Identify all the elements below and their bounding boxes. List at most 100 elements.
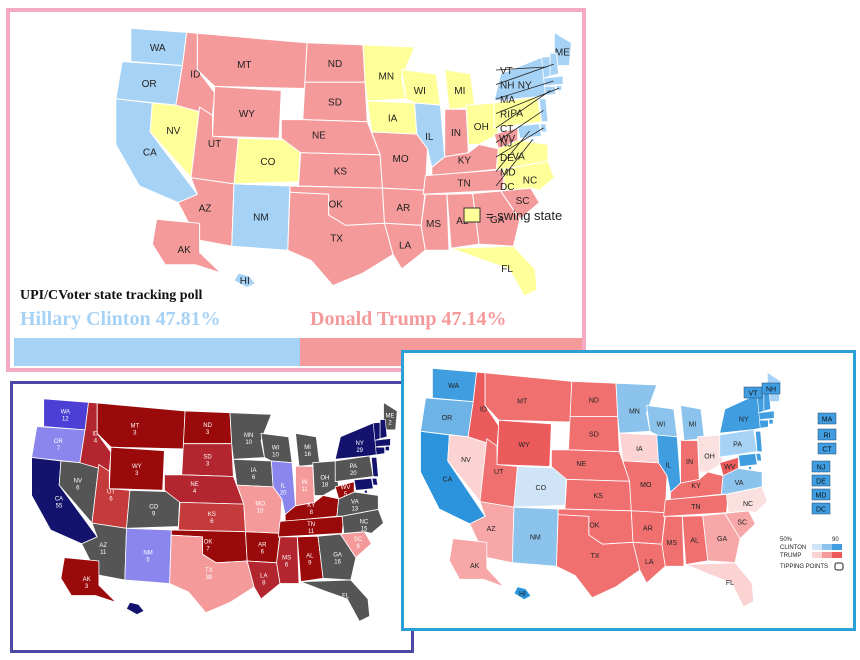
fc-box-label-ma: MA [822, 417, 833, 424]
ev-state-code: OR [54, 439, 64, 445]
ev-state-code: TX [205, 568, 213, 574]
ev-state-code: WI [272, 445, 280, 451]
state-label-ia: IA [388, 114, 398, 125]
fc-state-label-mt: MT [517, 398, 528, 405]
fc-state-fl [685, 562, 755, 608]
ev-state-code: KS [208, 512, 216, 518]
state-label-ak: AK [178, 245, 192, 256]
state-label-wy: WY [239, 109, 255, 120]
ev-count: 38 [205, 575, 212, 581]
state-nj [538, 98, 549, 123]
ev-state-code: SD [203, 455, 212, 461]
ev-count: 18 [322, 482, 329, 488]
state-nh [549, 52, 560, 77]
state-label-ar: AR [396, 203, 410, 214]
state-oh [465, 102, 499, 145]
fc-state-ny [719, 393, 765, 434]
ev-count: 10 [272, 452, 279, 458]
ev-state-code: AZ [99, 543, 107, 549]
forecast-legend: 50% 90 CLINTON TRUMP TIPPING POINTS [780, 537, 844, 571]
fc-state-label-la: LA [645, 559, 654, 566]
clinton-percent-label: Hillary Clinton 47.81% [20, 308, 221, 330]
fc-state-label-ny: NY [739, 417, 749, 424]
state-label-ms: MS [426, 219, 441, 230]
ev-state-de [371, 478, 379, 486]
legend-90: 90 [832, 537, 839, 543]
leader-line [495, 130, 530, 172]
fc-state-label-nd: ND [589, 397, 599, 404]
ev-count: 6 [261, 549, 265, 555]
state-label-wa: WA [150, 43, 166, 54]
poll-title: UPI/CVoter state tracking poll [20, 288, 203, 303]
fc-box-nj [811, 460, 831, 473]
ev-count: 6 [109, 496, 113, 502]
ev-state-code: NV [74, 478, 82, 484]
state-label-wv: WV [499, 134, 515, 145]
ev-count: 16 [304, 452, 311, 458]
ev-state-code: NE [190, 482, 198, 488]
state-wv [493, 127, 519, 150]
state-ga [472, 190, 521, 247]
ev-state-tn [277, 515, 345, 538]
ev-count: 3 [206, 462, 210, 468]
ev-count: 7 [206, 547, 210, 553]
fc-state-de [755, 453, 762, 462]
fc-box-nh [761, 382, 781, 395]
ev-state-code: MI [304, 445, 311, 451]
state-label-tn: TN [457, 178, 470, 189]
state-label-nv: NV [166, 126, 180, 137]
ev-count: 9 [152, 511, 156, 517]
fc-state-dc [748, 466, 752, 470]
state-label-ks: KS [334, 166, 348, 177]
us-map-swing-states: WA OR CA NV ID MT WY UT CO AZ NM ND SD NE KS OK TX MN IA MO… [115, 27, 573, 297]
fc-state-label-nc: NC [743, 501, 753, 508]
fc-state-tn [663, 493, 729, 517]
ev-count: 6 [252, 475, 256, 481]
fc-state-label-hi: HI [519, 591, 526, 598]
ev-state-ny [334, 422, 381, 460]
ev-count: 10 [245, 440, 252, 446]
ev-state-code: UT [107, 489, 115, 495]
legend-50: 50% [780, 537, 793, 543]
fc-state-label-co: CO [536, 485, 547, 492]
state-label-in: IN [451, 128, 461, 139]
ev-state-ma [374, 438, 391, 447]
ev-count: 3 [133, 431, 137, 437]
map-panel-forecast: WA OR CA NV ID MT WY UT CO AZ NM ND SD NE KS OK TX MN IA MO… [401, 350, 856, 631]
ev-state-code: OK [204, 540, 213, 546]
state-tn [422, 168, 506, 195]
fc-state-ct [759, 419, 769, 429]
ev-state-code: AL [306, 553, 314, 559]
state-label-la: LA [399, 241, 412, 252]
state-label-tx: TX [330, 234, 343, 245]
fc-state-label-wv: WV [724, 464, 736, 471]
fc-state-label-ks: KS [594, 493, 604, 500]
leader-line [495, 109, 544, 143]
fc-state-wy [496, 419, 552, 467]
ev-count: 11 [308, 529, 315, 535]
fc-state-ak [448, 538, 505, 588]
ev-state-code: KY [307, 503, 315, 509]
state-label-ne: NE [312, 131, 326, 142]
ev-count: 7 [57, 446, 61, 452]
legend-trump: TRUMP [780, 553, 801, 559]
fc-state-la [632, 541, 666, 584]
east-label-ri: RI [500, 110, 510, 121]
ev-state-la [246, 560, 281, 600]
state-label-ga: GA [490, 215, 505, 226]
leader-line [495, 66, 547, 71]
ev-state-code: ID [92, 432, 99, 438]
ev-state-oh [312, 460, 340, 496]
ev-state-code: SC [354, 537, 363, 543]
ev-count: 29 [342, 600, 349, 606]
ev-state-code: VA [351, 500, 359, 506]
ev-state-code: NY [356, 441, 364, 447]
ev-state-ct [375, 446, 385, 456]
fc-state-ms [661, 516, 685, 567]
ev-state-code: OH [320, 475, 329, 481]
ev-state-code: PA [350, 464, 358, 470]
state-label-mn: MN [379, 71, 395, 82]
ev-state-code: MS [282, 556, 291, 562]
fc-state-label-sc: SC [737, 520, 747, 527]
